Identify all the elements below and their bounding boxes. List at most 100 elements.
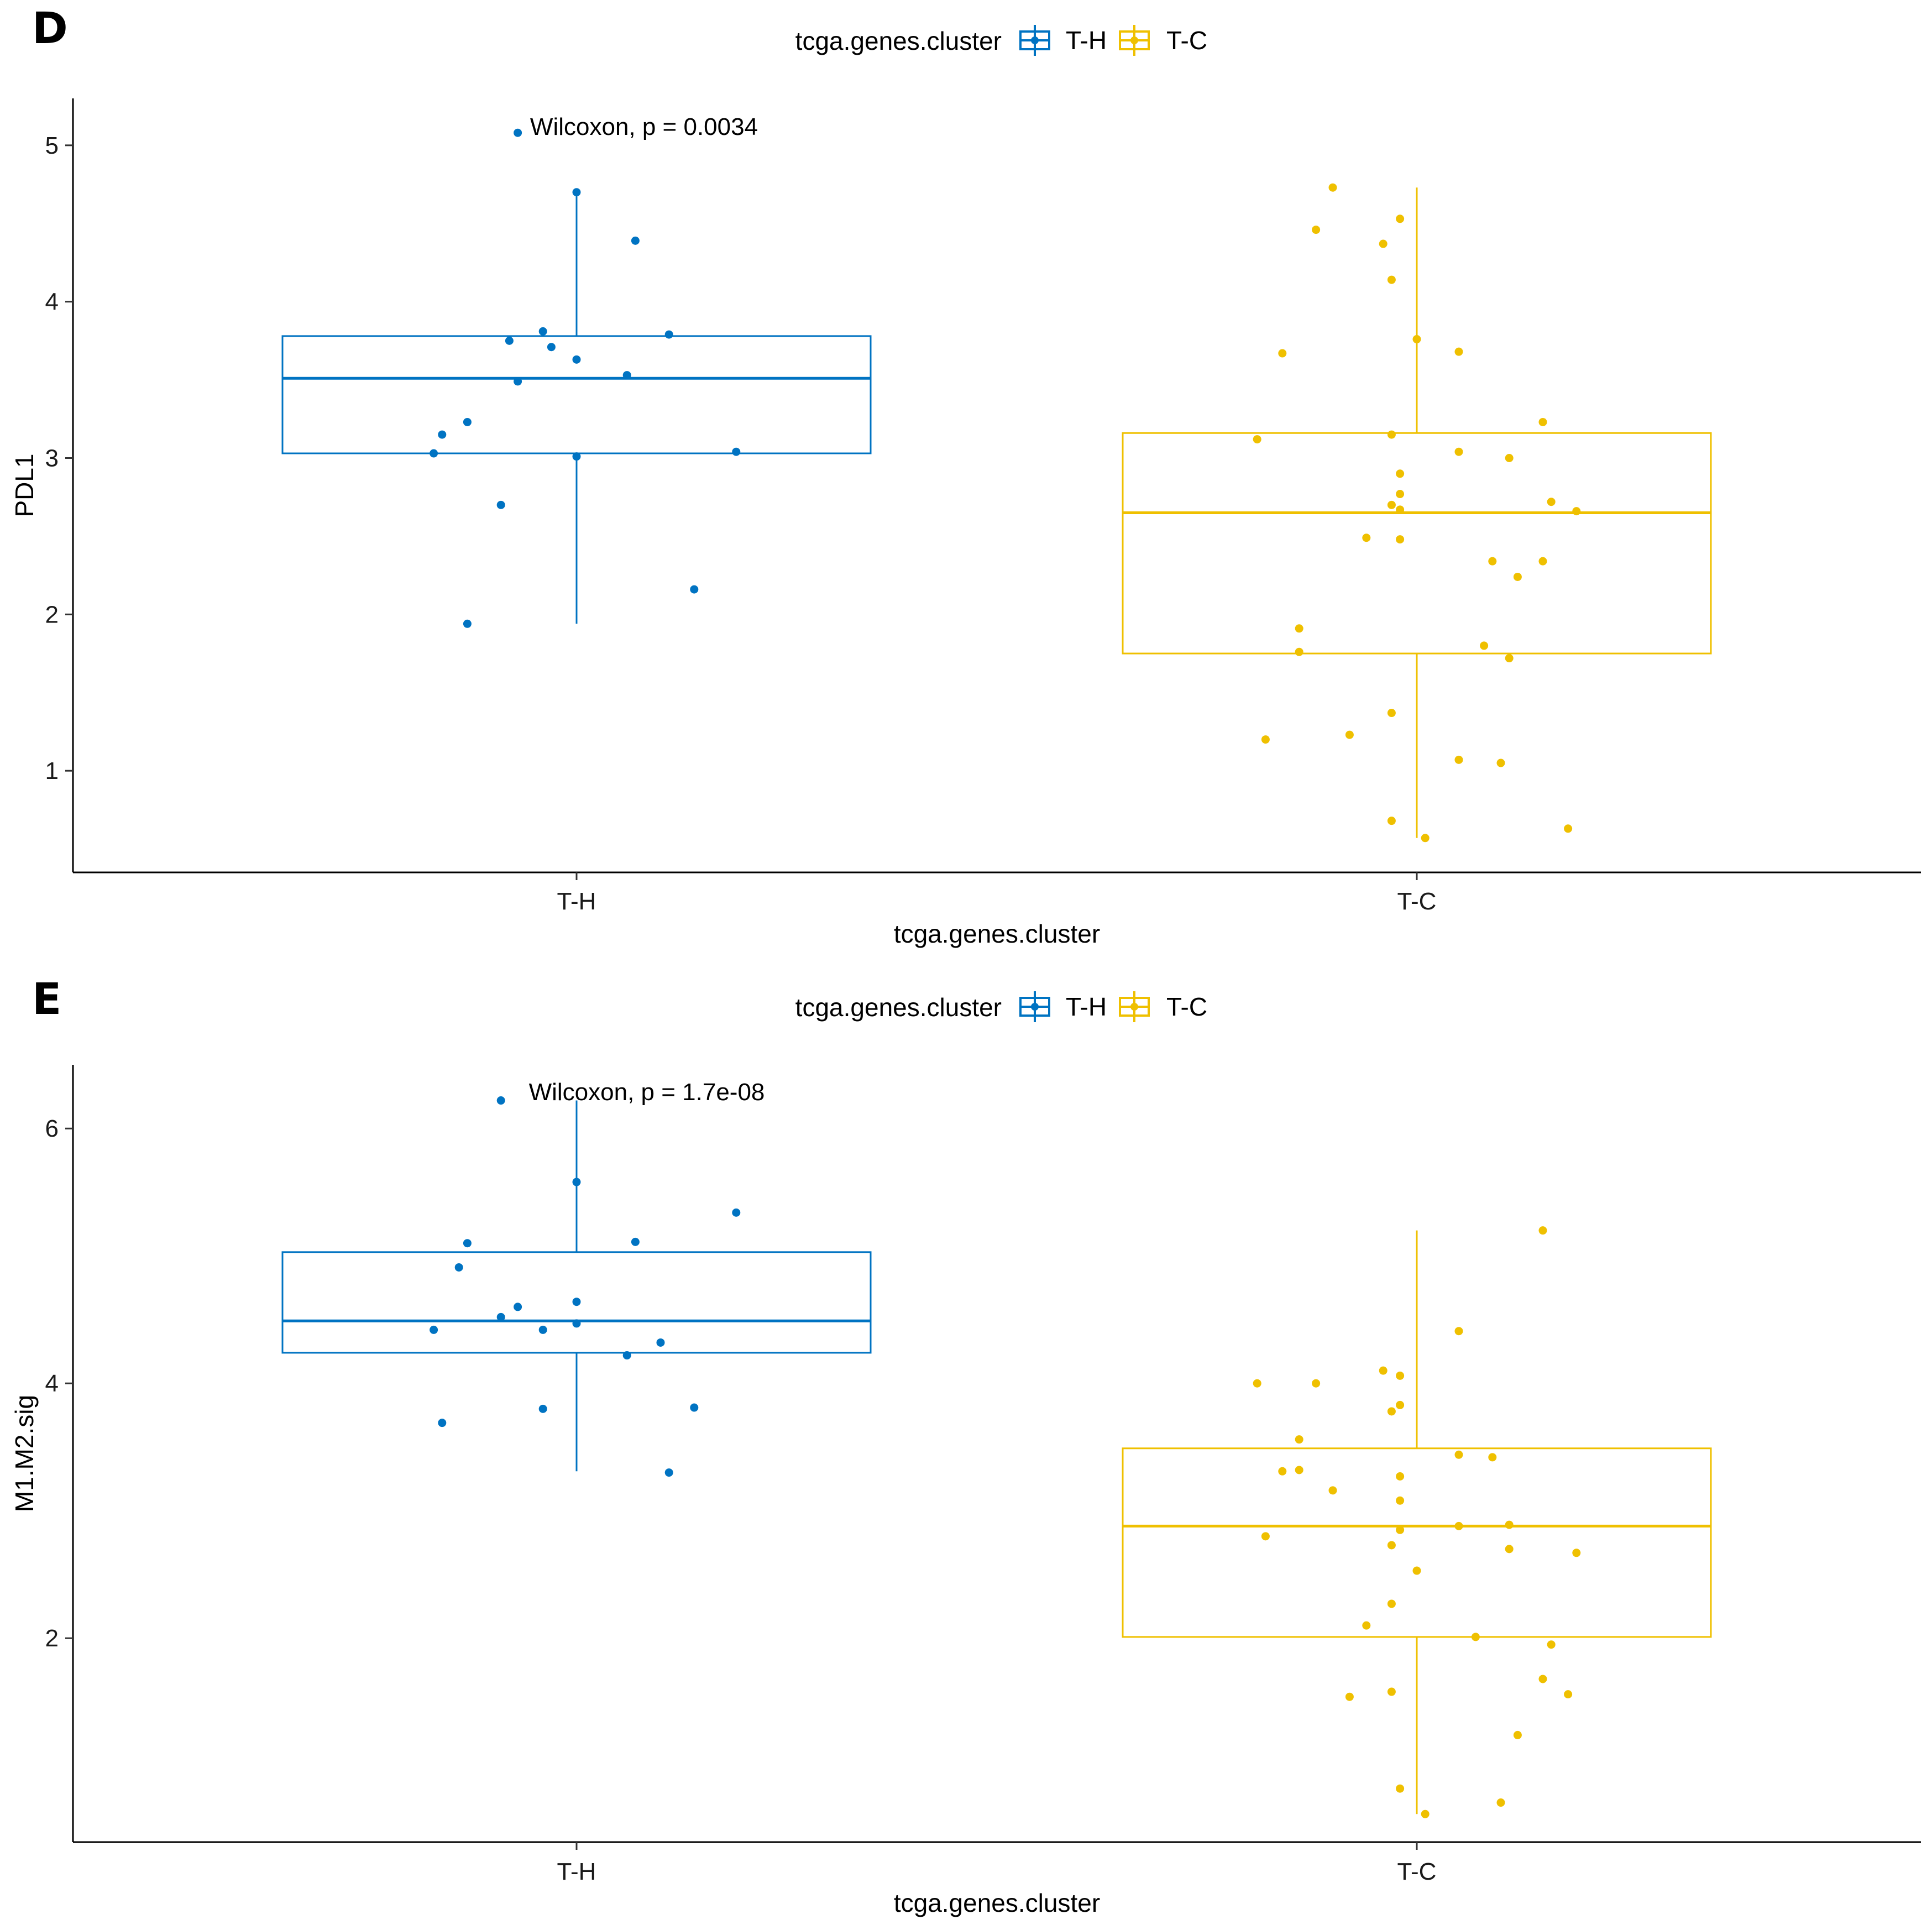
data-point-t-c [1387,275,1396,284]
data-point-t-c [1387,1687,1396,1696]
x-tick-label-e: T-H [557,1858,596,1885]
data-point-t-c [1345,1692,1354,1701]
data-point-t-c [1362,534,1371,542]
legend-e: tcga.genes.cluster T-H T-C [795,991,1207,1022]
box-t-h-e [281,1100,872,1472]
data-point-t-c [1488,1453,1497,1462]
data-point-t-h [430,449,438,458]
data-point-t-c [1387,500,1396,509]
data-point-t-c [1421,1809,1430,1818]
data-point-t-c [1253,435,1261,444]
data-point-t-h [572,355,581,364]
data-point-t-c [1261,735,1270,744]
data-point-t-c [1387,817,1396,825]
data-point-t-h [572,1178,581,1186]
data-point-t-c [1396,1371,1405,1380]
data-point-t-c [1387,709,1396,718]
data-point-t-h [572,188,581,197]
data-point-t-c [1295,624,1303,633]
data-point-t-c [1454,1521,1463,1530]
data-point-t-c [1362,1621,1371,1630]
data-point-t-h [622,1351,631,1360]
data-point-t-c [1505,1545,1514,1554]
x-tick-label-d: T-C [1397,888,1437,915]
data-point-t-c [1513,1730,1522,1739]
plot-area-e: 2 4 6 T-H T-C tcga.genes.cluster M1.M2.sig Wilc… [10,1065,1921,1917]
data-point-t-c [1328,1486,1337,1495]
data-point-t-h [631,236,640,245]
data-point-t-c [1396,1784,1405,1793]
data-point-t-c [1538,1675,1547,1683]
y-tick-label-d: 1 [45,757,59,784]
data-point-t-h [572,1319,581,1328]
data-point-t-c [1345,730,1354,739]
plot-area-d: 1 2 3 4 5 T-H T-C tcga.genes.cluster PDL1 Wilcoxo… [10,98,1921,948]
data-point-t-c [1513,572,1522,581]
y-axis-label-e: M1.M2.sig [10,1395,39,1512]
data-point-t-h [690,585,699,594]
legend-key-th-d [1019,25,1050,56]
data-point-t-h [430,1325,438,1334]
data-point-t-c [1396,469,1405,478]
data-point-t-c [1396,505,1405,514]
data-point-t-h [538,1404,547,1413]
data-point-t-h [438,1419,447,1427]
box-t-c-e [1122,1230,1712,1814]
data-point-t-h [547,343,556,352]
data-point-t-c [1496,1798,1505,1807]
data-point-t-c [1396,215,1405,223]
data-point-t-c [1396,1472,1405,1481]
box-t-c-d [1122,187,1712,838]
data-point-t-c [1295,647,1303,656]
data-point-t-h [538,327,547,336]
data-point-t-h [631,1237,640,1246]
data-point-t-c [1312,226,1321,234]
data-point-t-c [1505,454,1514,463]
data-point-t-c [1387,1541,1396,1550]
x-axis-label-d: tcga.genes.cluster [894,919,1100,948]
data-point-t-c [1471,1633,1480,1641]
y-tick-label-d: 4 [45,289,59,316]
data-point-t-c [1328,183,1337,192]
data-point-t-c [1454,1450,1463,1459]
x-tick-label-d: T-H [557,888,596,915]
data-point-t-h [690,1403,699,1412]
legend-key-tc-e [1119,991,1150,1022]
data-point-t-c [1253,1379,1261,1388]
y-tick-label-d: 5 [45,132,59,159]
panel-label-e: E [32,975,61,1024]
data-point-t-c [1396,535,1405,544]
data-point-t-c [1505,1520,1514,1529]
data-point-t-h [656,1338,665,1347]
data-point-t-c [1538,557,1547,566]
data-point-t-c [1505,654,1514,663]
legend-label-tc-d: T-C [1166,26,1207,55]
data-point-t-c [1387,1407,1396,1416]
data-point-t-h [496,500,505,509]
data-point-t-c [1538,417,1547,426]
data-point-t-c [1564,1690,1573,1699]
data-point-t-c [1278,349,1287,358]
data-point-t-h [496,1312,505,1321]
data-point-t-h [664,330,673,339]
legend-label-th-d: T-H [1066,26,1107,55]
legend-key-tc-d [1119,25,1150,56]
data-point-t-c [1454,755,1463,764]
data-point-t-c [1396,1496,1405,1505]
data-point-t-c [1480,641,1489,650]
data-point-t-c [1295,1435,1303,1444]
data-point-t-c [1295,1466,1303,1474]
y-axis-label-d: PDL1 [10,453,39,517]
x-axis-label-e: tcga.genes.cluster [894,1889,1100,1917]
data-point-t-h [463,417,472,426]
data-point-t-c [1261,1532,1270,1541]
data-point-t-c [1396,1400,1405,1409]
data-point-t-c [1572,507,1581,516]
data-point-t-c [1421,834,1430,843]
y-tick-label-e: 2 [45,1625,59,1652]
data-point-t-c [1572,1549,1581,1557]
data-point-t-c [1538,1226,1547,1235]
x-tick-label-e: T-C [1397,1858,1437,1885]
